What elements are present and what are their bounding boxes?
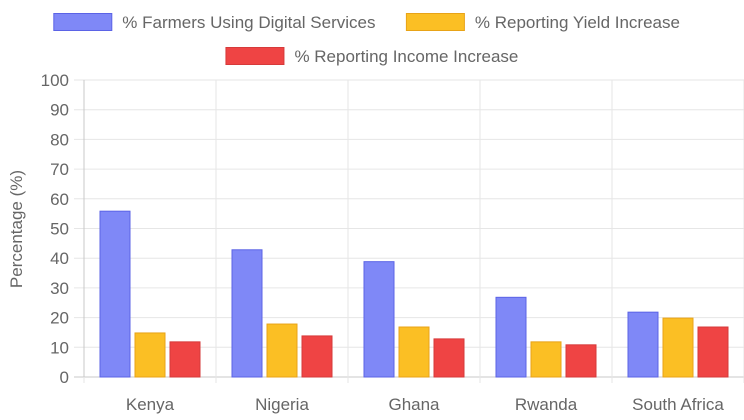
legend-swatch bbox=[53, 13, 113, 31]
bar[interactable] bbox=[169, 341, 201, 378]
bar[interactable] bbox=[662, 317, 694, 378]
bar[interactable] bbox=[363, 261, 395, 378]
y-tick-label: 40 bbox=[50, 249, 69, 268]
legend-item[interactable]: % Farmers Using Digital Services bbox=[53, 13, 376, 32]
y-tick-label: 30 bbox=[50, 279, 69, 298]
y-tick-label: 10 bbox=[50, 338, 69, 357]
y-tick-label: 100 bbox=[41, 71, 69, 90]
bar[interactable] bbox=[565, 344, 597, 378]
legend: % Farmers Using Digital Services % Report… bbox=[53, 13, 680, 66]
x-tick-label: Kenya bbox=[126, 395, 175, 414]
legend-item[interactable]: % Reporting Yield Increase bbox=[405, 13, 680, 32]
x-tick-label: Rwanda bbox=[515, 395, 578, 414]
axes: 0 10 20 30 40 50 60 70 80 90 100 Kenya Nigeria Ghana R… bbox=[41, 71, 725, 414]
bar[interactable] bbox=[398, 326, 430, 378]
bar[interactable] bbox=[134, 332, 166, 378]
bar[interactable] bbox=[266, 323, 298, 378]
bar[interactable] bbox=[99, 210, 131, 378]
y-tick-label: 90 bbox=[50, 101, 69, 120]
y-axis-title: Percentage (%) bbox=[7, 170, 26, 288]
bar[interactable] bbox=[433, 338, 465, 378]
legend-swatch bbox=[405, 13, 465, 31]
bar[interactable] bbox=[627, 311, 659, 378]
legend-label: % Reporting Yield Increase bbox=[475, 13, 680, 32]
y-tick-label: 80 bbox=[50, 130, 69, 149]
x-tick-label: Ghana bbox=[388, 395, 440, 414]
x-tick-label: South Africa bbox=[632, 395, 724, 414]
y-tick-label: 20 bbox=[50, 309, 69, 328]
y-tick-label: 0 bbox=[60, 368, 69, 387]
legend-label: % Reporting Income Increase bbox=[294, 47, 518, 66]
bar[interactable] bbox=[697, 326, 729, 378]
x-tick-label: Nigeria bbox=[255, 395, 309, 414]
legend-label: % Farmers Using Digital Services bbox=[122, 13, 375, 32]
y-tick-label: 70 bbox=[50, 160, 69, 179]
bar[interactable] bbox=[530, 341, 562, 378]
bar[interactable] bbox=[231, 249, 263, 378]
legend-swatch bbox=[225, 47, 285, 65]
bar[interactable] bbox=[495, 296, 527, 378]
y-tick-label: 50 bbox=[50, 220, 69, 239]
y-tick-label: 60 bbox=[50, 190, 69, 209]
legend-item[interactable]: % Reporting Income Increase bbox=[225, 47, 518, 66]
bar[interactable] bbox=[301, 335, 333, 378]
bars bbox=[99, 210, 729, 378]
